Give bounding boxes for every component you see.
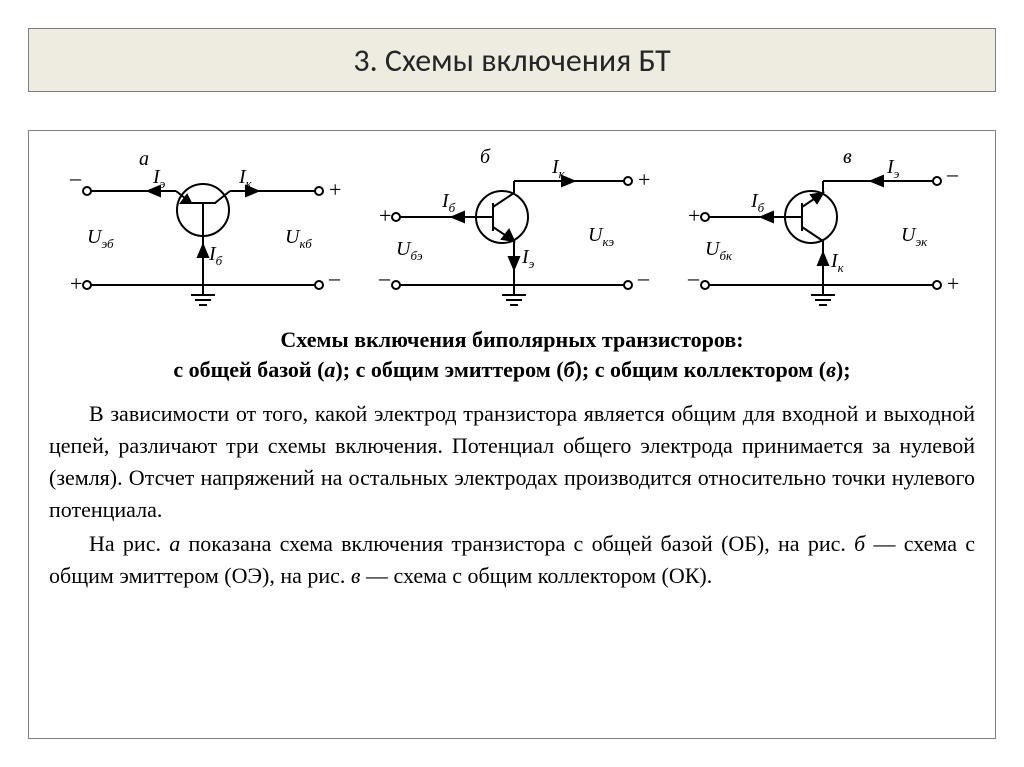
svg-text:Iб: Iб — [441, 190, 456, 215]
svg-text:–: – — [378, 265, 391, 290]
svg-text:+: + — [947, 271, 959, 296]
svg-text:–: – — [687, 265, 700, 290]
svg-text:Uкэ: Uкэ — [588, 224, 614, 249]
diagrams-row: а Iэ Iк Iб Uэб Uкб – + + – — [49, 145, 975, 315]
svg-text:+: + — [329, 177, 341, 202]
svg-text:Uэб: Uэб — [87, 226, 114, 251]
svg-text:Uбк: Uбк — [705, 238, 733, 263]
svg-text:Iк: Iк — [830, 250, 845, 275]
svg-text:Iэ: Iэ — [152, 166, 166, 191]
svg-text:Uбэ: Uбэ — [396, 238, 423, 263]
paragraph-1: В зависимости от того, какой электрод тр… — [49, 398, 975, 526]
svg-text:Iк: Iк — [551, 156, 566, 181]
figure-caption: Схемы включения биполярных транзисторов:… — [49, 325, 975, 384]
svg-text:+: + — [70, 271, 82, 296]
svg-text:б: б — [480, 146, 491, 168]
paragraph-2: На рис. а показана схема включения транз… — [49, 528, 975, 592]
svg-text:–: – — [69, 165, 82, 190]
svg-text:Iэ: Iэ — [521, 246, 535, 271]
svg-text:Uэк: Uэк — [901, 224, 928, 249]
svg-text:Iк: Iк — [238, 166, 253, 191]
svg-text:–: – — [946, 161, 959, 186]
diagram-b: б Iб Iк Iэ Uбэ Uкэ + + – – — [362, 145, 662, 315]
diagram-a: а Iэ Iк Iб Uэб Uкб – + + – — [53, 145, 353, 315]
diag-a-label: а — [139, 148, 149, 170]
svg-text:–: – — [637, 265, 650, 290]
svg-text:+: + — [379, 203, 391, 228]
svg-text:+: + — [688, 203, 700, 228]
svg-text:Iб: Iб — [750, 190, 765, 215]
body-text: В зависимости от того, какой электрод тр… — [49, 398, 975, 591]
svg-text:–: – — [328, 265, 341, 290]
svg-text:в: в — [843, 146, 852, 168]
slide-title: 3. Схемы включения БТ — [353, 41, 670, 80]
svg-text:Iб: Iб — [208, 243, 223, 268]
slide-title-bar: 3. Схемы включения БТ — [28, 28, 996, 92]
content-box: а Iэ Iк Iб Uэб Uкб – + + – — [28, 130, 996, 739]
svg-text:+: + — [638, 167, 650, 192]
svg-text:Uкб: Uкб — [285, 226, 312, 251]
diagram-c: в Iб Iэ Iк Uбк Uэк + – – + — [671, 145, 971, 315]
svg-text:Iэ: Iэ — [886, 156, 900, 181]
